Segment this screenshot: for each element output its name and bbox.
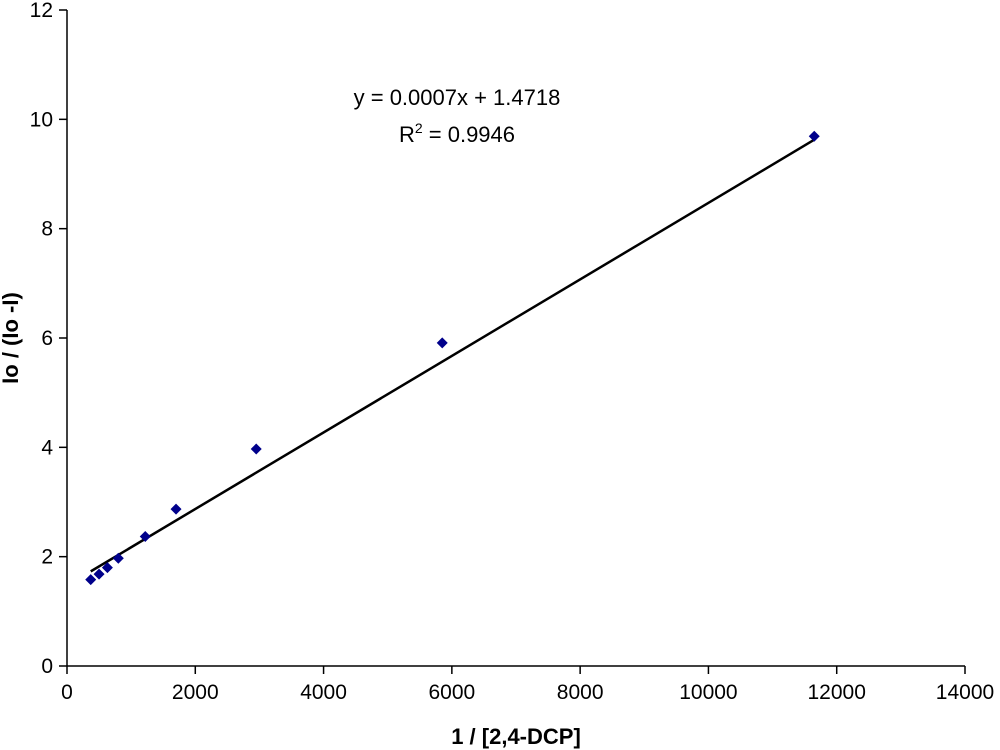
x-tick-label: 2000 — [172, 681, 219, 704]
data-point — [436, 337, 448, 349]
data-point — [93, 568, 105, 580]
x-tick-label: 14000 — [936, 681, 994, 704]
y-tick-label: 4 — [41, 436, 53, 459]
x-tick-label: 6000 — [428, 681, 475, 704]
y-tick-label: 12 — [30, 0, 53, 22]
y-tick-label: 8 — [41, 218, 53, 241]
x-tick-label: 4000 — [300, 681, 347, 704]
trendline — [90, 138, 815, 573]
x-tick-label: 0 — [61, 681, 73, 704]
axis-ticks: 0 2 4 6 8 10 12 0 2000 4000 6000 8000 10000 12000 1400… — [30, 0, 995, 704]
r-squared-superscript: 2 — [415, 120, 423, 136]
regression-annotation: y = 0.0007x + 1.4718 R2 = 0.9946 — [354, 85, 561, 147]
data-point — [250, 443, 262, 455]
r-squared-label: R2 = 0.9946 — [399, 120, 515, 147]
x-tick-label: 12000 — [808, 681, 866, 704]
data-point — [101, 562, 113, 574]
y-tick-label: 10 — [30, 108, 53, 131]
y-tick-label: 6 — [41, 327, 53, 350]
y-tick-label: 2 — [41, 546, 53, 569]
x-axis-title: 1 / [2,4-DCP] — [451, 724, 581, 749]
y-tick-label: 0 — [41, 655, 53, 678]
data-point — [139, 530, 151, 542]
x-tick-label: 8000 — [557, 681, 604, 704]
data-point — [808, 130, 820, 142]
data-points — [85, 130, 820, 586]
regression-equation: y = 0.0007x + 1.4718 — [354, 85, 561, 110]
r-squared-value: = 0.9946 — [423, 122, 515, 147]
data-point — [85, 574, 97, 586]
data-point — [170, 503, 182, 515]
x-tick-label: 10000 — [679, 681, 737, 704]
trendline-group — [90, 138, 815, 573]
data-point — [112, 552, 124, 564]
r-squared-prefix: R — [399, 122, 415, 147]
y-axis-title: Io / (Io -I) — [0, 292, 23, 384]
